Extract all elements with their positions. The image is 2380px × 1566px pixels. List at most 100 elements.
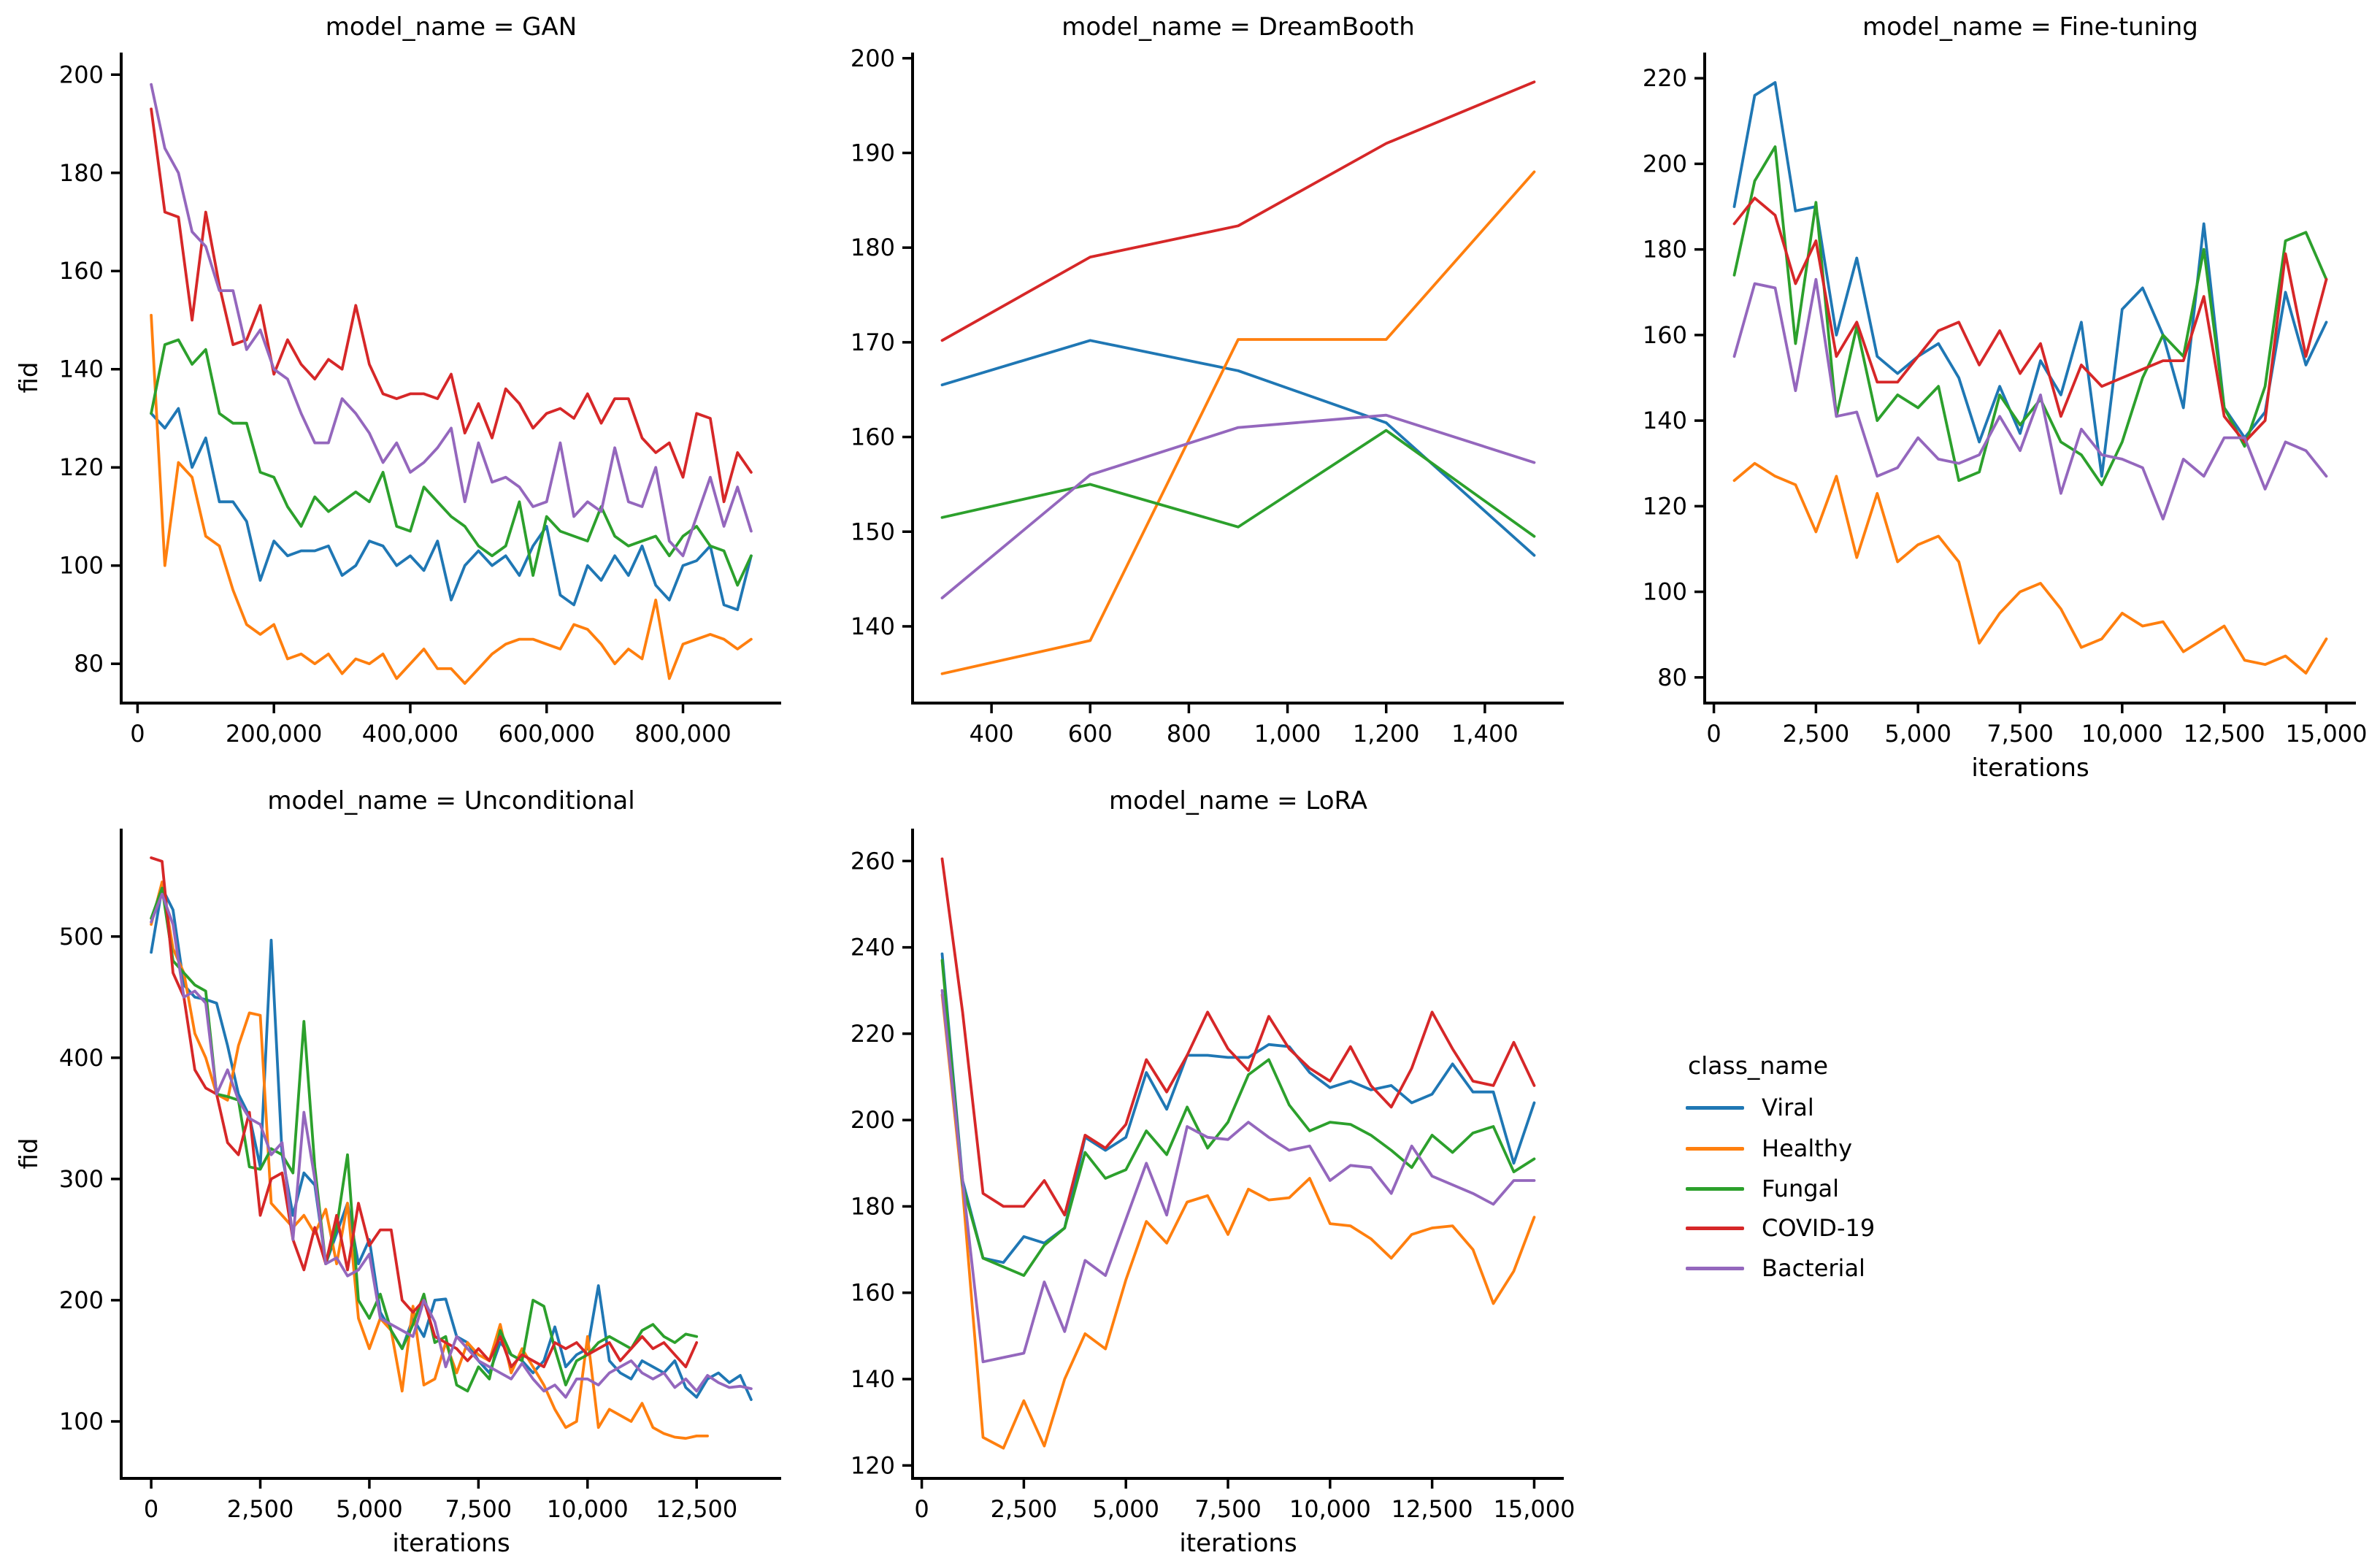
y-tick-label-gan: 180 [59,159,104,187]
panel-title-unconditional: model_name = Unconditional [267,786,635,815]
x-tick-label-lora: 5,000 [1092,1495,1159,1523]
x-tick-label-finetuning: 2,500 [1783,720,1850,748]
x-tick-label-finetuning: 0 [1706,720,1721,748]
series-line-lora-healthy [940,993,1536,1450]
y-tick-label-dreambooth: 150 [851,518,895,545]
x-tick-label-finetuning: 7,500 [1986,720,2054,748]
y-tick-label-dreambooth: 200 [851,45,895,72]
x-tick-label-dreambooth: 1,200 [1353,720,1420,748]
legend-label-fungal: Fungal [1762,1175,1840,1202]
legend-label-bacterial: Bacterial [1762,1254,1865,1282]
series-line-gan-viral [150,407,753,612]
x-tick-label-gan: 200,000 [226,720,322,748]
legend-label-viral: Viral [1762,1094,1814,1121]
x-tick-label-lora: 15,000 [1493,1495,1575,1523]
x-tick-label-gan: 400,000 [362,720,458,748]
series-line-lora-bacterial [940,989,1536,1364]
panel-title-dreambooth: model_name = DreamBooth [1062,12,1415,42]
y-tick-label-lora: 120 [851,1451,895,1479]
x-tick-label-gan: 600,000 [499,720,595,748]
series-line-lora-fungal [940,959,1536,1277]
y-tick-label-finetuning: 120 [1643,492,1687,520]
legend-item-bacterial: Bacterial [1686,1254,1865,1282]
legend-item-fungal: Fungal [1686,1175,1840,1202]
x-axis-label-iterations-finetuning: iterations [1971,753,2089,783]
x-tick-label-lora: 7,500 [1194,1495,1262,1523]
series-line-unconditional-fungal [150,886,699,1393]
y-tick-label-lora: 240 [851,934,895,962]
series-line-finetuning-fungal [1732,145,2328,486]
y-tick-label-dreambooth: 170 [851,329,895,356]
x-tick-label-unconditional: 7,500 [445,1495,513,1523]
legend-label-healthy: Healthy [1762,1135,1853,1162]
y-tick-label-finetuning: 220 [1643,64,1687,92]
legend-title: class_name [1688,1051,1829,1080]
y-tick-label-lora: 180 [851,1192,895,1220]
x-tick-label-finetuning: 10,000 [2081,720,2163,748]
y-tick-label-gan: 80 [74,650,104,678]
series-line-lora-viral [940,952,1536,1264]
y-tick-label-gan: 140 [59,356,104,383]
x-tick-label-dreambooth: 400 [970,720,1014,748]
y-tick-label-finetuning: 200 [1643,150,1687,177]
y-tick-label-unconditional: 300 [59,1165,104,1193]
legend-item-healthy: Healthy [1686,1135,1853,1162]
series-line-gan-healthy [150,313,753,685]
y-tick-label-unconditional: 100 [59,1408,104,1435]
series-line-gan-covid-19 [150,107,753,504]
x-tick-label-dreambooth: 1,000 [1254,720,1321,748]
x-axis-label-iterations-lora: iterations [1179,1529,1297,1558]
y-tick-label-finetuning: 140 [1643,407,1687,434]
y-tick-label-unconditional: 200 [59,1286,104,1314]
series-line-lora-covid-19 [940,857,1536,1217]
x-tick-label-gan: 0 [130,720,145,748]
y-tick-label-gan: 160 [59,257,104,285]
y-tick-label-gan: 200 [59,61,104,88]
y-tick-label-finetuning: 180 [1643,236,1687,264]
x-tick-label-lora: 12,500 [1391,1495,1473,1523]
y-tick-label-lora: 220 [851,1020,895,1048]
x-tick-label-unconditional: 10,000 [547,1495,629,1523]
series-line-unconditional-covid-19 [150,856,699,1369]
y-tick-label-lora: 200 [851,1106,895,1134]
legend-swatch-fungal [1686,1186,1744,1191]
series-line-finetuning-bacterial [1732,277,2328,521]
y-tick-label-lora: 160 [851,1279,895,1307]
series-line-unconditional-healthy [150,880,709,1440]
panel-title-lora: model_name = LoRA [1108,786,1368,815]
legend-swatch-bacterial [1686,1266,1744,1270]
x-tick-label-lora: 2,500 [991,1495,1058,1523]
y-tick-label-dreambooth: 160 [851,423,895,451]
x-axis-label-iterations-unconditional: iterations [392,1529,510,1558]
y-tick-label-unconditional: 500 [59,923,104,951]
x-tick-label-dreambooth: 1,400 [1451,720,1519,748]
x-tick-label-finetuning: 5,000 [1884,720,1951,748]
series-line-dreambooth-fungal [940,429,1536,538]
y-tick-label-unconditional: 400 [59,1044,104,1072]
x-tick-label-unconditional: 2,500 [227,1495,294,1523]
series-line-gan-bacterial [150,82,753,558]
series-line-finetuning-covid-19 [1732,196,2328,444]
y-tick-label-gan: 100 [59,552,104,580]
legend-item-covid19: COVID-19 [1686,1214,1876,1242]
legend-item-viral: Viral [1686,1094,1814,1121]
series-line-gan-fungal [150,338,753,587]
x-tick-label-finetuning: 15,000 [2285,720,2367,748]
series-line-dreambooth-covid-19 [940,80,1536,342]
y-axis-label-fid-top: fid [15,361,44,394]
x-tick-label-gan: 800,000 [634,720,731,748]
legend-swatch-viral [1686,1105,1744,1110]
series-line-unconditional-bacterial [150,892,753,1399]
y-tick-label-finetuning: 100 [1643,578,1687,606]
y-tick-label-dreambooth: 190 [851,139,895,166]
x-tick-label-unconditional: 12,500 [656,1495,737,1523]
x-tick-label-unconditional: 0 [144,1495,158,1523]
y-tick-label-dreambooth: 140 [851,613,895,640]
legend-label-covid19: COVID-19 [1762,1214,1876,1242]
x-tick-label-lora: 0 [914,1495,929,1523]
y-tick-label-lora: 140 [851,1365,895,1393]
x-tick-label-lora: 10,000 [1289,1495,1371,1523]
series-line-dreambooth-bacterial [940,413,1536,599]
